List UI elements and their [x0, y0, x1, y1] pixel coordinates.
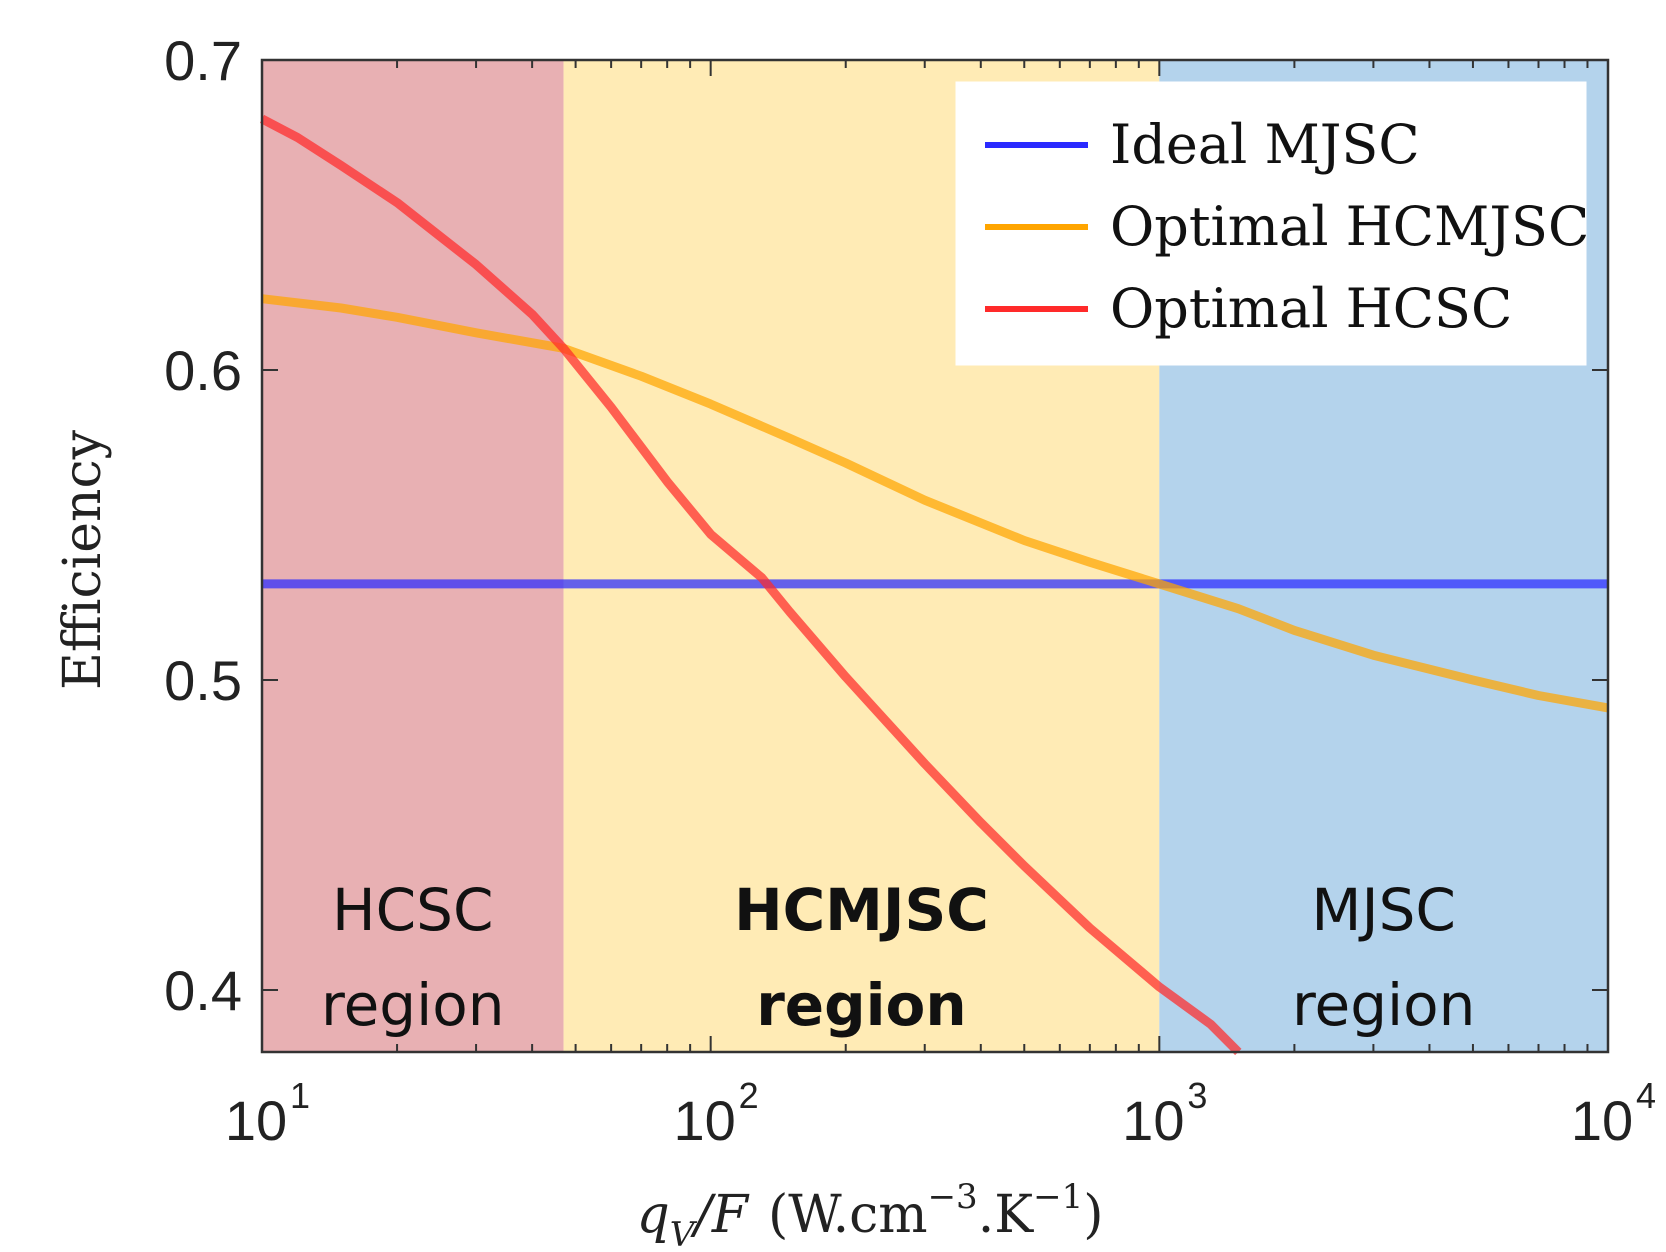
x-tick-label-3: 10	[1571, 1089, 1633, 1152]
x-tick-exp-1: 2	[739, 1075, 759, 1116]
y-axis-label: Efficiency	[53, 429, 113, 690]
region-label-1: HCMJSC	[734, 876, 989, 944]
x-label-unit-open: (W.cm	[768, 1185, 928, 1245]
x-tick-label-2: 10	[1122, 1089, 1184, 1152]
plot-frame	[260, 58, 1610, 1054]
x-tick-exp-3: 4	[1636, 1075, 1656, 1116]
legend: Ideal MJSC Optimal HCMJSC Optimal HCSC	[955, 81, 1589, 366]
x-label-exp2: −1	[1033, 1177, 1083, 1217]
x-label-unit-close: )	[1083, 1185, 1103, 1245]
x-tick-label-1: 10	[674, 1089, 736, 1152]
legend-label-2: Optimal HCSC	[1110, 277, 1512, 340]
x-label-exp1: −3	[928, 1177, 978, 1217]
region-label-2: MJSC	[1311, 876, 1455, 944]
tick-labels-layer: 0.40.50.60.710 1 10 2 10 3 10 4	[164, 29, 1656, 1152]
y-tick-label-1: 0.5	[164, 649, 242, 712]
region-sublabel-2: region	[1292, 971, 1475, 1039]
x-label-v: V	[670, 1215, 698, 1252]
legend-label-0: Ideal MJSC	[1110, 113, 1420, 176]
x-label-unit-mid: .K	[978, 1185, 1035, 1245]
region-labels-layer: HCSC region HCMJSC region MJSC region	[321, 876, 1475, 1039]
x-label-f: /F	[689, 1185, 750, 1245]
x-label-q: q	[636, 1185, 669, 1245]
legend-box	[955, 81, 1587, 366]
ticks-layer	[261, 59, 1608, 1052]
series-line-1	[261, 294, 1609, 713]
x-axis-label: qV/F (W.cm−3.K−1)	[636, 1177, 1103, 1252]
x-tick-label-0: 10	[225, 1089, 287, 1152]
region-sublabel-0: region	[321, 971, 504, 1039]
lines-layer	[259, 114, 1609, 1056]
x-tick-exp-0: 1	[290, 1075, 310, 1116]
x-tick-exp-2: 3	[1187, 1075, 1207, 1116]
y-tick-label-0: 0.4	[164, 959, 242, 1022]
series-line-2	[259, 114, 1242, 1056]
region-band-0	[262, 60, 564, 1052]
region-label-0: HCSC	[332, 876, 493, 944]
y-tick-label-3: 0.7	[164, 29, 242, 92]
legend-label-1: Optimal HCMJSC	[1110, 195, 1589, 258]
y-tick-label-2: 0.6	[164, 339, 242, 402]
region-sublabel-1: region	[756, 971, 966, 1039]
